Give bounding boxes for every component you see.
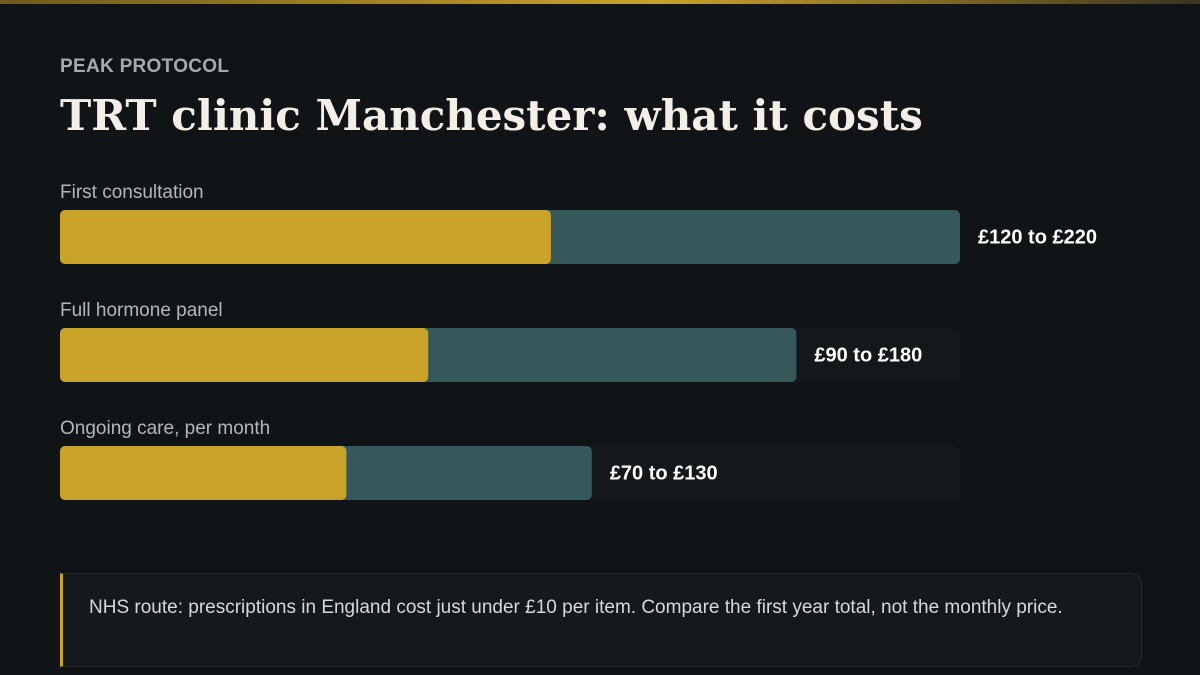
bar-low xyxy=(60,328,429,382)
value-label: £90 to £180 xyxy=(814,344,922,366)
value-label: £120 to £220 xyxy=(978,226,1097,248)
category-label: First consultation xyxy=(60,182,204,203)
brand: PEAK PROTOCOL xyxy=(60,56,229,77)
category-label: Full hormone panel xyxy=(60,300,223,321)
bar-low xyxy=(60,446,347,500)
value-label: £70 to £130 xyxy=(610,462,718,484)
top-accent xyxy=(0,0,1200,4)
note: NHS route: prescriptions in England cost… xyxy=(60,573,1142,667)
chart-title: TRT clinic Manchester: what it costs xyxy=(60,91,923,140)
bar-low xyxy=(60,210,551,264)
chart: PEAK PROTOCOL TRT clinic Manchester: wha… xyxy=(60,56,1097,500)
category-label: Ongoing care, per month xyxy=(60,418,270,439)
